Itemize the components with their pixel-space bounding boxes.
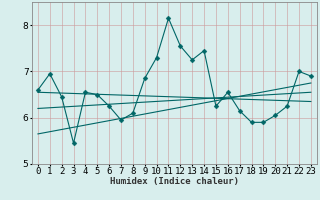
- X-axis label: Humidex (Indice chaleur): Humidex (Indice chaleur): [110, 177, 239, 186]
